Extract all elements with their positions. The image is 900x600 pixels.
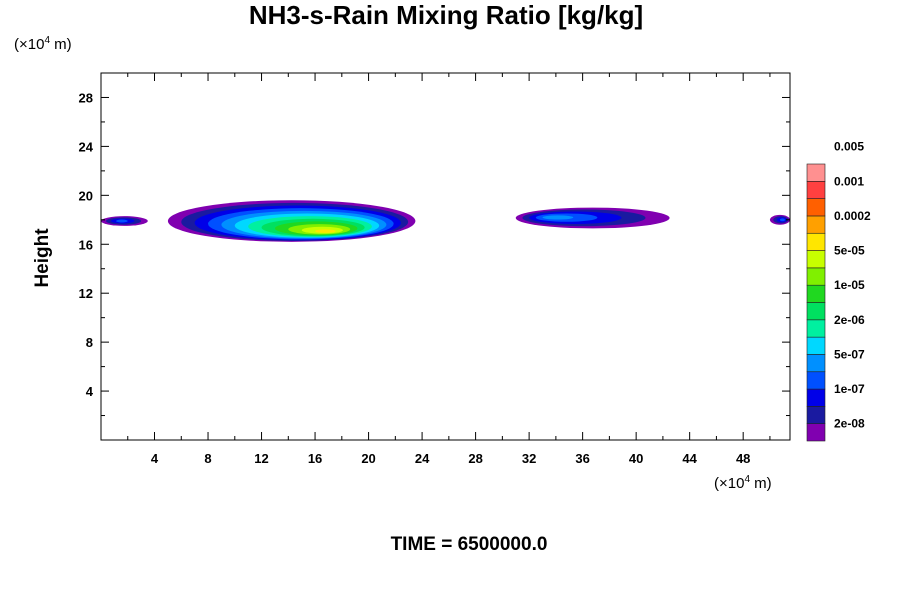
colorbar-swatch xyxy=(806,198,826,217)
x-tick-label: 24 xyxy=(415,451,430,466)
y-tick-label: 24 xyxy=(79,139,94,154)
colorbar-swatch xyxy=(806,354,826,373)
colorbar-swatch xyxy=(806,388,826,407)
x-tick-label: 36 xyxy=(575,451,589,466)
x-tick-label: 28 xyxy=(468,451,482,466)
y-tick-label: 20 xyxy=(79,188,93,203)
colorbar-swatch xyxy=(806,406,826,424)
y-unit-label: (×104 m) xyxy=(14,35,72,53)
colorbar-swatch xyxy=(806,319,826,338)
x-tick-label: 40 xyxy=(629,451,643,466)
x-tick-label: 16 xyxy=(308,451,322,466)
y-tick-label: 8 xyxy=(86,335,93,350)
colorbar-swatch xyxy=(806,302,826,321)
x-tick-label: 4 xyxy=(151,451,159,466)
x-unit-label: (×104 m) xyxy=(714,474,772,492)
y-tick-label: 4 xyxy=(86,384,94,399)
contour-region-0-level-11 xyxy=(315,229,336,233)
colorbar-label: 1e-05 xyxy=(834,278,865,292)
contour-region-1-level-3 xyxy=(116,219,128,223)
colorbar-label: 2e-08 xyxy=(834,417,865,431)
plot-frame xyxy=(100,72,791,441)
x-tick-label: 12 xyxy=(254,451,268,466)
colorbar-label: 5e-05 xyxy=(834,244,865,258)
colorbar-label: 0.005 xyxy=(834,140,864,154)
colorbar-label: 1e-07 xyxy=(834,382,865,396)
x-tick-label: 32 xyxy=(522,451,536,466)
y-axis-label: Height xyxy=(32,228,53,288)
colorbar-swatch xyxy=(806,267,826,286)
colorbar-swatch xyxy=(806,250,826,269)
contour-region-2-level-4 xyxy=(542,215,574,220)
y-tick-label: 28 xyxy=(79,90,93,105)
colorbar-swatch xyxy=(806,232,826,251)
chart-title: NH3-s-Rain Mixing Ratio [kg/kg] xyxy=(249,0,643,30)
y-tick-label: 16 xyxy=(79,237,93,252)
x-tick-label: 20 xyxy=(361,451,375,466)
colorbar-swatch xyxy=(806,336,826,355)
colorbar-legend: 2e-08 1e-07 5e-07 2e-06 1e-05 5e-05 0.0002 0.00… xyxy=(806,140,871,442)
colorbar-swatch xyxy=(806,423,826,442)
colorbar-label: 0.0002 xyxy=(834,209,871,223)
colorbar-label: 0.001 xyxy=(834,174,864,188)
colorbar-swatch xyxy=(806,371,826,390)
contour-region-3-level-3 xyxy=(779,218,785,222)
y-tick-label: 12 xyxy=(79,286,93,301)
plot-area xyxy=(101,73,790,440)
colorbar-swatch xyxy=(806,215,826,234)
colorbar-swatch xyxy=(806,163,826,182)
x-tick-label: 8 xyxy=(204,451,211,466)
colorbar-label: 5e-07 xyxy=(834,347,865,361)
colorbar-swatch xyxy=(806,284,826,303)
x-tick-label: 44 xyxy=(682,451,697,466)
colorbar-label: 2e-06 xyxy=(834,313,865,327)
plot-background xyxy=(101,73,790,440)
colorbar-swatch xyxy=(806,181,826,199)
x-tick-label: 48 xyxy=(736,451,750,466)
time-label: TIME = 6500000.0 xyxy=(391,534,548,555)
